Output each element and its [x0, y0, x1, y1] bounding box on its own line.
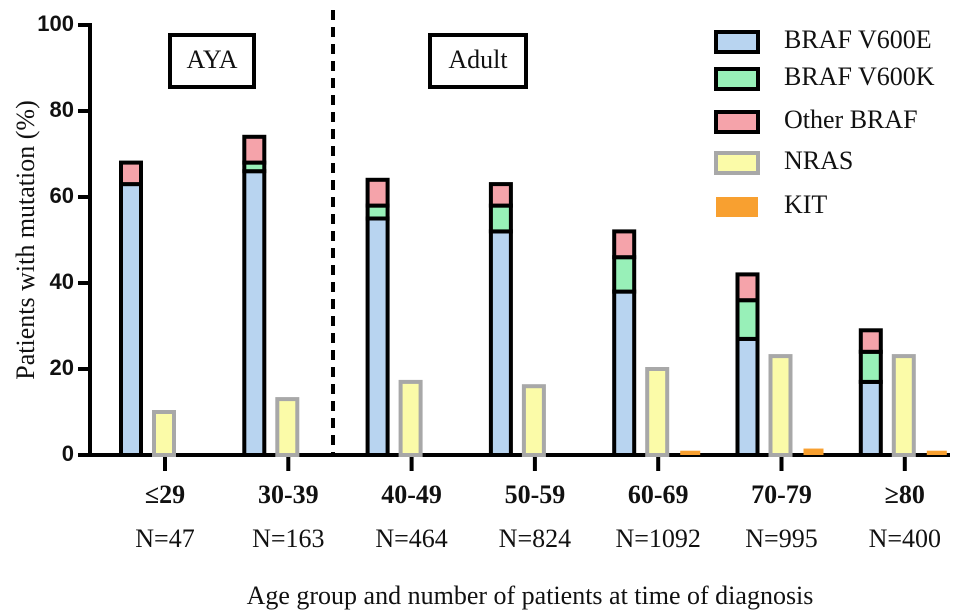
y-tick-label: 0	[62, 441, 74, 466]
legend-swatch	[714, 151, 760, 175]
x-tick-label: 70-79	[751, 480, 812, 509]
legend-swatch	[714, 30, 760, 54]
bar	[119, 182, 143, 457]
x-tick-sublabel: N=163	[252, 524, 324, 553]
y-tick-label: 80	[50, 97, 74, 122]
x-tick-sublabel: N=995	[745, 524, 817, 553]
annotation: AYA	[186, 45, 237, 74]
bar	[803, 448, 824, 455]
legend-swatch	[716, 197, 758, 217]
bar	[242, 169, 267, 457]
bar	[242, 134, 267, 165]
bar	[680, 450, 701, 455]
x-tick-sublabel: N=400	[869, 524, 941, 553]
x-tick-label: 60-69	[628, 480, 689, 509]
bar	[119, 160, 143, 187]
legend-swatch	[714, 110, 760, 134]
bar	[398, 379, 423, 457]
legend-label: BRAF V600E	[784, 25, 932, 54]
bar	[612, 229, 637, 260]
y-tick-label: 100	[37, 11, 74, 36]
legend-label: Other BRAF	[784, 105, 918, 134]
bar	[488, 229, 513, 457]
y-tick-label: 20	[50, 355, 74, 380]
x-tick-label: ≤29	[145, 480, 185, 509]
x-tick-sublabel: N=1092	[615, 524, 700, 553]
bar	[735, 298, 760, 341]
x-tick-sublabel: N=47	[135, 524, 194, 553]
bar	[858, 349, 883, 384]
bar	[612, 289, 637, 457]
bar	[768, 354, 793, 458]
x-tick-sublabel: N=464	[375, 524, 447, 553]
x-axis-label: Age group and number of patients at time…	[247, 581, 814, 610]
annotation-box	[428, 33, 528, 89]
bar	[365, 177, 390, 208]
annotation-box	[168, 33, 256, 89]
annotation: Adult	[448, 45, 508, 74]
bar	[858, 328, 883, 354]
bar	[891, 354, 916, 458]
bar	[735, 336, 760, 457]
bar	[735, 272, 760, 303]
y-tick-label: 40	[50, 269, 74, 294]
legend-label: KIT	[784, 190, 827, 219]
legend-label: BRAF V600K	[784, 62, 935, 91]
x-tick-label: ≥80	[885, 480, 925, 509]
x-tick-label: 50-59	[505, 480, 566, 509]
bar	[858, 379, 883, 457]
legend-label: NRAS	[784, 146, 853, 175]
x-tick-sublabel: N=824	[499, 524, 571, 553]
bar	[645, 367, 670, 457]
x-tick-label: 30-39	[258, 480, 319, 509]
bar	[521, 384, 546, 458]
bar	[926, 450, 947, 455]
bar	[152, 410, 176, 457]
y-tick-label: 60	[50, 183, 74, 208]
bar	[612, 255, 637, 294]
bar	[488, 203, 513, 234]
y-axis-label: Patients with mutation (%)	[11, 100, 40, 379]
bar	[488, 182, 513, 208]
bar	[365, 216, 390, 457]
x-tick-label: 40-49	[381, 480, 442, 509]
bar	[275, 397, 300, 458]
legend-swatch	[714, 67, 760, 91]
